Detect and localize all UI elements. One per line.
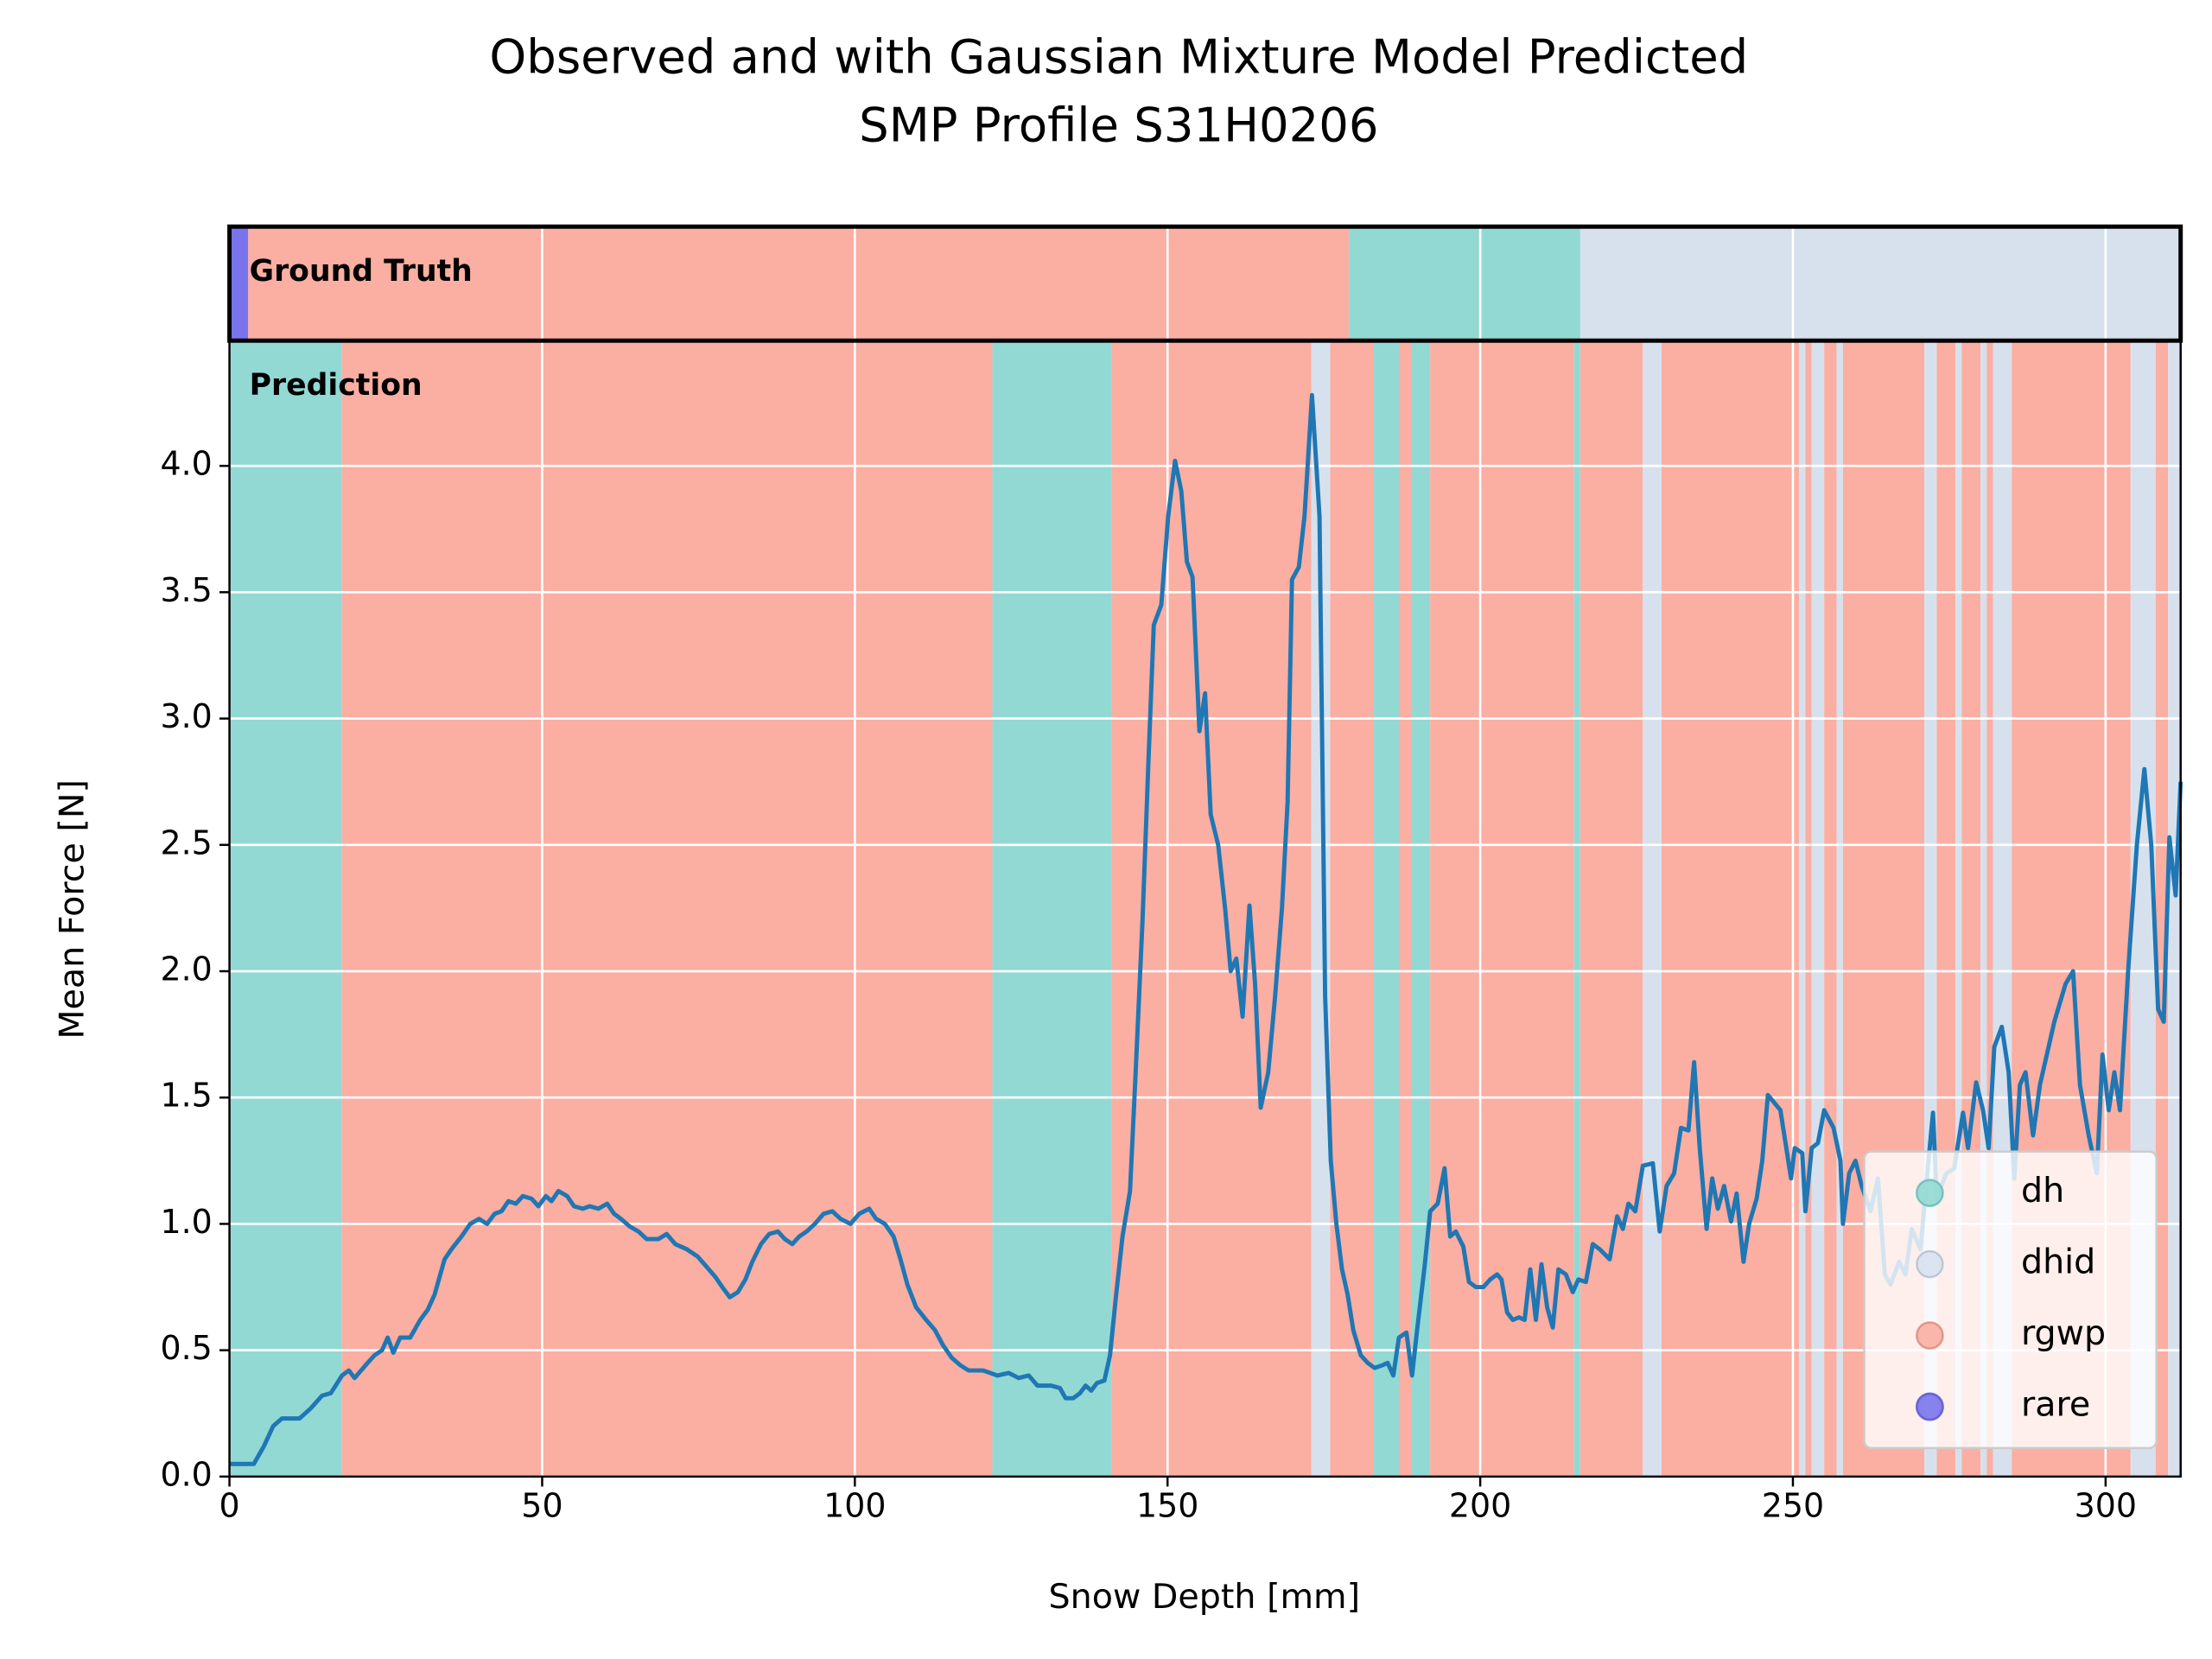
band-layer xyxy=(229,226,2181,1477)
chart-title: Observed and with Gaussian Mixture Model… xyxy=(489,29,1748,84)
legend-label: rgwp xyxy=(2021,1313,2106,1353)
y-tick-label: 2.0 xyxy=(160,950,212,988)
class-band xyxy=(1330,340,1375,1477)
legend-label: dhid xyxy=(2021,1243,2095,1282)
legend: dh dhid rgwp rare xyxy=(1863,1150,2158,1450)
class-band xyxy=(2168,340,2181,1477)
class-band xyxy=(248,226,1350,341)
y-tick-label: 0.0 xyxy=(160,1455,212,1493)
class-band xyxy=(1980,340,1987,1477)
legend-marker-ring xyxy=(1916,1393,1944,1421)
y-tick-label: 0.5 xyxy=(160,1329,212,1367)
label-layer: Observed and with Gaussian Mixture Model… xyxy=(52,29,2137,1617)
class-band xyxy=(1955,340,1962,1477)
class-band xyxy=(1430,340,1574,1477)
class-band xyxy=(992,340,1112,1477)
frame-layer xyxy=(219,224,2183,1487)
legend-marker xyxy=(1915,1179,1944,1208)
y-tick-label: 2.5 xyxy=(160,823,212,861)
x-tick-label: 0 xyxy=(219,1487,239,1525)
class-band xyxy=(1580,226,2181,341)
y-tick-label: 1.0 xyxy=(160,1203,212,1241)
x-tick-label: 250 xyxy=(1762,1487,1824,1525)
class-band xyxy=(1805,340,1812,1477)
legend-marker-ring xyxy=(1916,1321,1944,1350)
chart-title: SMP Profile S31H0206 xyxy=(859,98,1378,153)
class-band xyxy=(1399,340,1412,1477)
class-band xyxy=(1643,340,1662,1477)
legend-label: dh xyxy=(2021,1171,2064,1211)
panel-label: Ground Truth xyxy=(250,254,473,289)
axes-frame xyxy=(228,339,2182,1478)
class-band xyxy=(1661,340,1800,1477)
class-band xyxy=(1824,340,1837,1477)
class-band xyxy=(341,340,993,1477)
legend-box xyxy=(1863,1150,2158,1450)
x-axis-label: Snow Depth [mm] xyxy=(1049,1577,1361,1617)
class-band xyxy=(1311,340,1331,1477)
legend-marker xyxy=(1915,1321,1944,1351)
y-tick-label: 4.0 xyxy=(160,445,212,483)
class-band xyxy=(1986,340,1993,1477)
legend-label: rare xyxy=(2021,1385,2090,1425)
class-band xyxy=(1349,226,1580,341)
class-band xyxy=(1580,340,1643,1477)
class-band xyxy=(1411,340,1431,1477)
y-axis-label: Mean Force [N] xyxy=(52,779,92,1039)
legend-marker xyxy=(1915,1392,1944,1421)
x-tick-label: 100 xyxy=(823,1487,886,1525)
class-band xyxy=(1374,340,1400,1477)
y-tick-label: 1.5 xyxy=(160,1077,212,1115)
y-tick-label: 3.0 xyxy=(160,697,212,735)
class-band xyxy=(2155,340,2169,1477)
y-tick-label: 3.5 xyxy=(160,571,212,609)
x-tick-label: 200 xyxy=(1449,1487,1511,1525)
legend-marker-ring xyxy=(1916,1179,1944,1207)
class-band xyxy=(229,340,342,1477)
class-band xyxy=(1573,340,1580,1477)
class-band xyxy=(1799,340,1806,1477)
legend-marker xyxy=(1915,1249,1944,1279)
legend-marker-ring xyxy=(1916,1250,1944,1278)
x-tick-label: 50 xyxy=(521,1487,563,1525)
x-tick-label: 150 xyxy=(1136,1487,1198,1525)
class-band xyxy=(229,226,249,341)
panel-label: Prediction xyxy=(250,368,423,403)
x-tick-label: 300 xyxy=(2075,1487,2137,1525)
class-band xyxy=(1836,340,1843,1477)
class-band xyxy=(1811,340,1825,1477)
